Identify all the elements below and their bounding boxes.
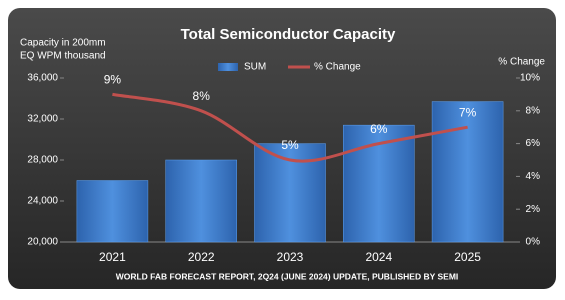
bar	[165, 159, 237, 243]
legend-label: % Change	[314, 62, 361, 73]
y-axis-title: Capacity in 200mm	[20, 38, 106, 49]
source-note: WORLD FAB FORECAST REPORT, 2Q24 (JUNE 20…	[116, 271, 459, 281]
y-axis-title: EQ WPM thousand	[20, 51, 106, 62]
y2-tick-label: 8%	[526, 105, 541, 116]
data-label: 6%	[370, 122, 388, 136]
x-tick-label: 2025	[454, 250, 481, 264]
x-tick-label: 2022	[188, 250, 215, 264]
y2-tick-label: 0%	[526, 237, 541, 248]
y-tick-label: 24,000	[27, 196, 58, 207]
y-tick-label: 28,000	[27, 155, 58, 166]
data-label: 5%	[281, 138, 299, 152]
legend-swatch	[218, 63, 238, 71]
line	[112, 92, 468, 163]
y-tick-label: 20,000	[27, 237, 58, 248]
chart-title: Total Semiconductor Capacity	[181, 26, 396, 43]
y2-axis-title: % Change	[498, 57, 545, 68]
y2-tick-label: 4%	[526, 171, 541, 182]
data-label: 8%	[193, 89, 211, 103]
y-tick-label: 32,000	[27, 114, 58, 125]
bar	[76, 180, 149, 243]
legend-label: SUM	[244, 62, 266, 73]
x-tick-label: 2021	[99, 250, 126, 264]
y2-tick-label: 6%	[526, 138, 541, 149]
x-tick-label: 2023	[277, 250, 304, 264]
y2-tick-label: 2%	[526, 204, 541, 215]
x-tick-label: 2024	[365, 250, 392, 264]
bar	[431, 101, 504, 243]
bar	[254, 143, 326, 243]
data-label: 7%	[459, 105, 477, 119]
y2-tick-label: 10%	[520, 73, 540, 84]
data-label: 9%	[104, 73, 122, 87]
y-tick-label: 36,000	[27, 73, 58, 84]
